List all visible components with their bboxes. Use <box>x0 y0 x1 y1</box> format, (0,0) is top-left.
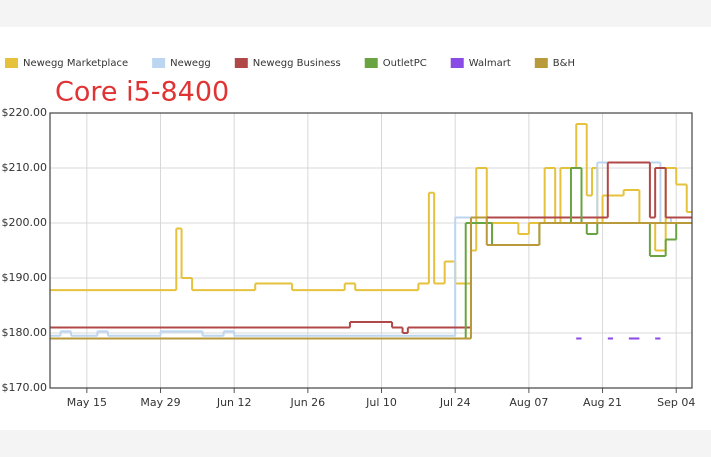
series <box>50 167 692 340</box>
legend-label: B&H <box>553 58 575 69</box>
x-tick-label: Jul 10 <box>365 396 397 409</box>
y-tick-label: $200.00 <box>2 216 48 229</box>
series <box>50 161 692 334</box>
series <box>50 161 692 337</box>
legend-label: Newegg Marketplace <box>23 58 128 69</box>
bottom-band <box>0 430 711 457</box>
legend-label: Newegg Business <box>253 58 341 69</box>
legend-swatch <box>534 58 548 68</box>
legend-label: Walmart <box>469 58 511 69</box>
x-tick-label: Jun 12 <box>216 396 252 409</box>
x-tick-label: Aug 21 <box>583 396 622 409</box>
legend-swatch <box>364 58 378 68</box>
legend-label: OutletPC <box>383 58 427 69</box>
legend-swatch <box>152 58 166 68</box>
series <box>50 216 692 340</box>
x-tick-label: Aug 07 <box>509 396 548 409</box>
y-tick-label: $220.00 <box>2 106 48 119</box>
legend-swatch <box>234 58 248 68</box>
chart-title: Core i5-8400 <box>55 77 229 108</box>
x-tick-label: Sep 04 <box>657 396 695 409</box>
plot-border <box>49 112 693 389</box>
legend-swatch <box>450 58 464 68</box>
legend-swatch <box>5 58 18 68</box>
x-tick-label: Jun 26 <box>290 396 326 409</box>
y-tick-label: $190.00 <box>2 271 48 284</box>
series <box>50 123 692 292</box>
y-tick-label: $170.00 <box>2 381 48 394</box>
y-tick-label: $180.00 <box>2 326 48 339</box>
x-tick-label: May 15 <box>67 396 107 409</box>
y-tick-label: $210.00 <box>2 161 48 174</box>
legend-label: Newegg <box>170 58 211 69</box>
top-band <box>0 0 711 27</box>
x-tick-label: Jul 24 <box>439 396 471 409</box>
x-tick-label: May 29 <box>140 396 180 409</box>
